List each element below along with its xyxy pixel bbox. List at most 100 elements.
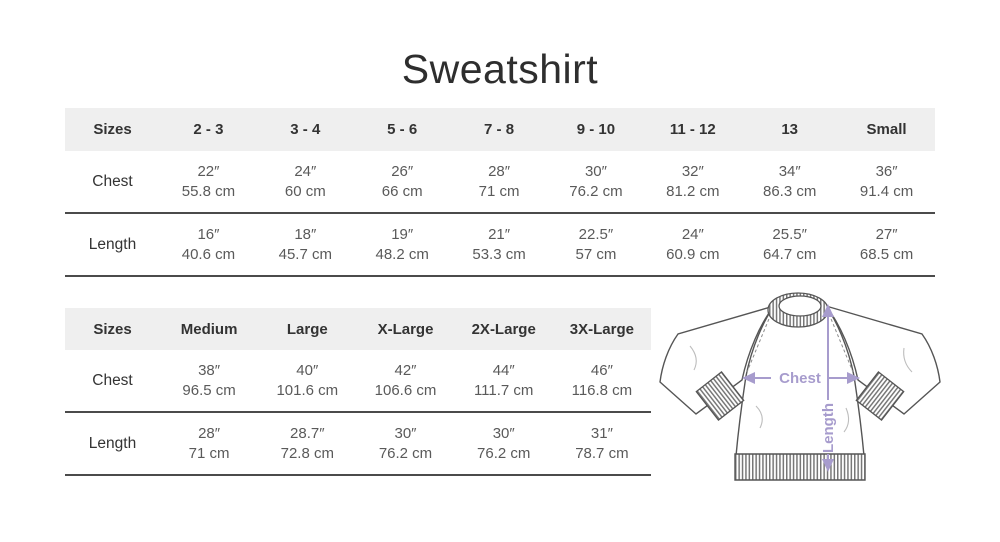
page-title: Sweatshirt [401,46,599,92]
value-cm: 76.2 cm [477,445,531,462]
value-cm: 76.2 cm [569,183,623,200]
value-cm: 53.3 cm [472,246,526,263]
value-cm: 55.8 cm [181,183,236,200]
sweatshirt-illustration: Chest Length [650,288,950,500]
value-cm: 66 cm [381,183,423,200]
measurement-cell: 28″ 71 cm [451,162,548,202]
measurement-cell: 30″ 76.2 cm [356,424,454,464]
measurement-cell: 32″ 81.2 cm [644,162,741,202]
value-cm: 57 cm [575,246,617,263]
column-header: 13 [781,121,799,138]
value-in: 42″ [394,362,417,379]
value-cm: 78.7 cm [575,445,629,462]
table-row-length: Length 28″ 71 cm 28.7″ 72.8 cm 30″ 76.2 … [65,411,651,474]
hem-band [735,454,865,480]
measurement-cell: 24″ 60.9 cm [644,225,741,265]
left-cuff [696,372,743,420]
column-header: 3X-Large [569,320,634,338]
raglan-seam-stitch [747,314,771,372]
column-header: 2X-Large [471,320,536,338]
value-in: 30″ [394,425,417,442]
value-cm: 45.7 cm [278,246,332,263]
fold-line [756,406,762,428]
column-header: Medium [180,320,238,338]
value-cm: 60.9 cm [666,246,720,263]
column-header: 3 - 4 [290,121,321,138]
chest-arrowhead-right [847,372,860,384]
value-cm: 60 cm [284,183,326,200]
value-in: 16″ [197,226,220,243]
value-cm: 81.2 cm [666,183,720,200]
collar [768,293,828,327]
raglan-seam-stitch [829,314,853,372]
value-in: 28.7″ [290,425,325,442]
chest-label: Chest [779,370,821,387]
value-in: 44″ [492,362,515,379]
measurement-cell: 21″ 53.3 cm [451,225,548,265]
fold-line [844,408,849,432]
value-in: 28″ [488,163,511,180]
column-header: X-Large [377,320,434,338]
value-cm: 71 cm [188,445,230,462]
measurement-cell: 24″ 60 cm [257,162,354,202]
value-cm: 86.3 cm [763,183,817,200]
column-header: 5 - 6 [387,121,418,138]
measurement-cell: 26″ 66 cm [354,162,451,202]
measurement-cell: 31″ 78.7 cm [553,424,651,464]
value-cm: 48.2 cm [375,246,429,263]
value-in: 25.5″ [772,226,807,243]
value-in: 31″ [590,425,613,442]
length-label: Length [820,403,837,453]
measurement-cell: 16″ 40.6 cm [160,225,257,265]
value-cm: 71 cm [478,183,520,200]
measurement-cell: 25.5″ 64.7 cm [741,225,838,265]
value-cm: 64.7 cm [763,246,817,263]
value-in: 22.5″ [578,226,614,243]
value-in: 40″ [296,362,319,379]
measurement-cell: 22″ 55.8 cm [160,162,257,202]
fold-line [904,348,912,372]
value-in: 30″ [584,163,607,180]
column-header: Sizes [93,320,132,338]
value-in: 24″ [681,226,704,243]
size-table-adult: Sizes Medium Large X-Large 2X-Large 3X-L… [65,308,651,476]
value-cm: 101.6 cm [276,382,339,399]
column-header: 11 - 12 [669,121,716,138]
value-cm: 72.8 cm [280,445,334,462]
measurement-cell: 36″ 91.4 cm [838,162,935,202]
value-in: 38″ [198,362,221,379]
column-header: Large [286,320,328,338]
chest-arrowhead-left [742,372,755,384]
value-in: 34″ [778,163,801,180]
measurement-cell: 22.5″ 57 cm [548,225,645,265]
value-cm: 91.4 cm [859,183,914,200]
measurement-cell: 42″ 106.6 cm [356,361,454,401]
measurement-cell: 38″ 96.5 cm [160,361,258,401]
value-in: 21″ [488,226,511,243]
value-cm: 76.2 cm [378,445,433,462]
measurement-cell: 34″ 86.3 cm [741,162,838,202]
right-cuff [856,372,903,420]
measurement-cell: 18″ 45.7 cm [257,225,354,265]
value-cm: 116.8 cm [571,382,633,399]
column-header: Small [866,121,907,138]
column-header: 7 - 8 [484,121,515,138]
table-bottom-rule [65,275,935,277]
table-bottom-rule [65,474,651,476]
column-header: Sizes [93,121,132,138]
measurement-cell: 46″ 116.8 cm [553,361,651,401]
value-cm: 96.5 cm [182,382,236,399]
row-label: Chest [92,372,133,389]
measurement-cell: 28″ 71 cm [160,424,258,464]
column-header: 2 - 3 [193,121,224,138]
value-cm: 40.6 cm [181,246,236,263]
column-header: 9 - 10 [576,121,616,138]
value-in: 22″ [197,163,220,180]
value-cm: 68.5 cm [859,246,914,263]
table-row-chest: Chest 22″ 55.8 cm 24″ 60 cm 26″ 66 cm 28… [65,151,935,212]
measurement-cell: 19″ 48.2 cm [354,225,451,265]
value-cm: 106.6 cm [374,382,437,399]
measurement-cell: 27″ 68.5 cm [838,225,935,265]
measurement-cell: 30″ 76.2 cm [548,162,645,202]
size-table-youth: Sizes 2 - 3 3 - 4 5 - 6 7 - 8 9 - 10 11 … [65,108,935,277]
